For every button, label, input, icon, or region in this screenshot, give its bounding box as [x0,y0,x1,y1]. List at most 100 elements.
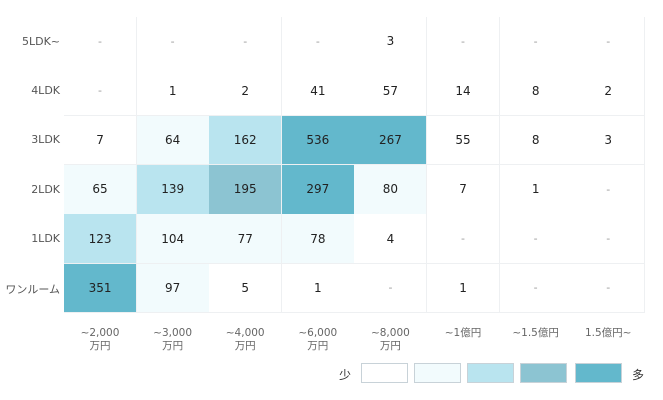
cell-value: 162 [233,132,257,147]
cell-value: 8 [531,132,540,147]
heatmap-cell: 78 [281,214,355,264]
heatmap-cell: - [354,263,428,314]
heatmap-cell: - [499,214,573,264]
row-label: 3LDK [31,133,60,147]
heatmap-cell: 1 [136,66,210,117]
legend-swatch [361,363,408,383]
cell-value: - [606,34,611,48]
cell-value: 8 [531,83,540,98]
cell-value: - [533,34,538,48]
heatmap-cell: - [64,17,138,67]
legend-swatch [414,363,461,383]
heatmap-cell: 536 [281,115,355,166]
heatmap-cell: 195 [209,164,283,215]
cell-value: 2 [604,83,613,98]
legend-swatch [467,363,514,383]
cell-value: 77 [237,231,253,246]
legend-swatch [575,363,622,383]
heatmap-cell: 65 [64,164,138,215]
cell-value: 297 [306,182,330,197]
heatmap-cell: 77 [209,214,283,264]
heatmap-cell: - [572,263,646,314]
column-label: ~8,000 万円 [370,327,410,352]
heatmap-cell: 2 [572,66,646,117]
heatmap-cell: 14 [427,66,501,117]
heatmap-cell: 8 [499,115,573,166]
heatmap-cell: - [209,17,283,67]
heatmap-cell: 64 [136,115,210,166]
heatmap-cell: 1 [281,263,355,314]
cell-value: 536 [306,132,330,147]
cell-value: 139 [161,182,185,197]
heatmap-cell: - [427,214,501,264]
heatmap-cell: 5 [209,263,283,314]
heatmap-cell: - [427,17,501,67]
cell-value: 65 [92,182,108,197]
legend-swatch [520,363,567,383]
heatmap-cell: 104 [136,214,210,264]
cell-value: 195 [233,182,257,197]
heatmap-cell: - [572,164,646,215]
column-label: ~1.5億円 [512,327,559,339]
heatmap-cell: 267 [354,115,428,166]
cell-value: 3 [386,34,395,49]
heatmap-cell: 55 [427,115,501,166]
heatmap-cell: 1 [499,164,573,215]
heatmap-cell: - [281,17,355,67]
heatmap-cell: 80 [354,164,428,215]
cell-value: 267 [378,132,402,147]
heatmap-cell: - [64,66,138,117]
cell-value: - [461,34,466,48]
cell-value: - [606,232,611,246]
heatmap-cell: 351 [64,263,138,314]
heatmap-cell: 7 [427,164,501,215]
cell-value: 351 [88,280,112,295]
heatmap-cell: 297 [281,164,355,215]
row-label: 1LDK [31,231,60,245]
legend-low-label: 少 [339,368,352,382]
cell-value: 80 [382,182,399,197]
row-label: ワンルーム [5,283,60,297]
cell-value: 1 [314,280,322,295]
heatmap-cell: 139 [136,164,210,215]
column-label: ~4,000 万円 [225,327,265,352]
heatmap-cell: - [499,17,573,67]
cell-value: 55 [455,132,471,147]
row-label: 4LDK [31,83,60,97]
cell-value: - [533,232,538,246]
column-label: ~2,000 万円 [80,327,120,352]
heatmap-cell: 57 [354,66,428,117]
cell-value: 2 [241,83,250,98]
row-label: 5LDK~ [21,34,60,48]
heatmap-cell: - [136,17,210,67]
column-label: 1.5億円~ [584,327,632,339]
cell-value: - [98,34,103,48]
cell-value: - [533,281,538,295]
heatmap-cell: 3 [572,115,646,166]
cell-value: 5 [241,280,250,295]
cell-value: 104 [161,231,185,246]
heatmap-cell: - [572,214,646,264]
cell-value: 64 [165,132,181,147]
cell-value: - [606,281,611,295]
heatmap-cell: 2 [209,66,283,117]
heatmap-cell: 123 [64,214,138,264]
column-label: ~1億円 [444,327,482,339]
cell-value: 97 [165,280,181,295]
cell-value: 41 [310,83,326,98]
heatmap-cell: 8 [499,66,573,117]
cell-value: 123 [88,231,112,246]
cell-value: - [98,84,103,98]
cell-value: - [315,34,320,48]
cell-value: - [461,232,466,246]
cell-value: 1 [531,182,540,197]
cell-value: 7 [96,132,104,147]
cell-value: - [170,34,175,48]
cell-value: 1 [168,83,177,98]
cell-value: - [388,281,393,295]
cell-value: 14 [455,83,471,98]
cell-value: - [606,182,611,196]
cell-value: 3 [604,132,613,147]
heatmap-cell: 97 [136,263,210,314]
